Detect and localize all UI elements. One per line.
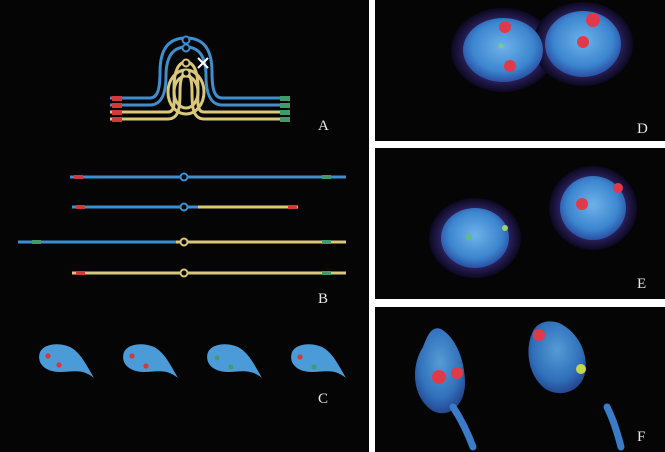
- yellow-loop-inner: [172, 74, 200, 110]
- sperm-head-c3: [207, 344, 262, 378]
- green-probe-b1: [322, 175, 331, 179]
- red-signal-d1: [499, 21, 511, 33]
- green-probe-b3-right: [322, 240, 331, 244]
- panel-label-e: E: [637, 276, 647, 292]
- green-probe-a2: [280, 103, 290, 108]
- panel-label-f: F: [637, 429, 646, 445]
- green-probe-b3-left: [32, 240, 41, 244]
- micrograph-f-svg: [414, 321, 625, 451]
- green-probe-a4: [280, 117, 290, 122]
- sperm-head-c2: [123, 344, 178, 378]
- sperm-f1: [414, 328, 477, 451]
- red-signal-d4: [577, 36, 589, 48]
- x-cross-icon: [197, 57, 209, 69]
- micrograph-f: F: [375, 307, 665, 452]
- sperm-f2: [528, 321, 625, 451]
- panel-label-d: D: [637, 121, 648, 137]
- red-probe-b2-left: [76, 205, 85, 209]
- red-probe-b1: [74, 175, 83, 179]
- centromere-b3: [179, 237, 189, 247]
- schematic-panel: A B C: [0, 0, 369, 452]
- centromere-b2: [179, 202, 189, 212]
- green-signal-d1: [498, 43, 504, 49]
- diagram-b: [18, 172, 346, 278]
- red-signal-f2: [451, 367, 463, 379]
- red-probe-a4: [112, 117, 122, 122]
- micrograph-d: D: [375, 0, 665, 141]
- green-probe-a1: [280, 96, 290, 101]
- green-signal-e1: [466, 234, 472, 240]
- panel-label-c: C: [318, 391, 329, 407]
- centromere-blue-2: [181, 43, 191, 53]
- centromere-yellow-2: [181, 68, 191, 78]
- red-probe-a2: [112, 103, 122, 108]
- micrograph-e: E: [375, 148, 665, 299]
- red-probe-b4: [76, 271, 85, 275]
- diagram-a: [110, 35, 290, 122]
- micrograph-e-svg: [429, 166, 637, 278]
- red-signal-e1: [613, 183, 623, 193]
- red-signal-d2: [504, 60, 516, 72]
- diagram-c: [39, 344, 346, 378]
- red-probe-a1: [112, 96, 122, 101]
- red-signal-d3: [586, 13, 600, 27]
- red-probe-a3: [112, 110, 122, 115]
- centromere-b1: [179, 172, 189, 182]
- sperm-head-c1: [39, 344, 94, 378]
- blue-chromatid-a1: [110, 36, 290, 100]
- red-signal-f3: [533, 329, 545, 341]
- micrograph-d-svg: [451, 2, 633, 92]
- red-probe-b2-right: [288, 205, 297, 209]
- red-signal-e2: [576, 198, 588, 210]
- panel-label-a: A: [318, 118, 329, 134]
- centromere-yellow-1: [181, 58, 191, 68]
- schematic-svg: [18, 35, 346, 378]
- red-signal-f1: [432, 370, 446, 384]
- sperm-head-c4: [291, 344, 346, 378]
- nucleus-e1: [441, 208, 509, 268]
- panel-label-b: B: [318, 291, 329, 307]
- yellow-green-signal-f1: [576, 364, 586, 374]
- green-probe-a3: [280, 110, 290, 115]
- green-signal-e2: [502, 225, 508, 231]
- nucleus-e2: [560, 176, 626, 240]
- centromere-b4: [179, 268, 189, 278]
- green-probe-b4: [322, 271, 331, 275]
- nucleus-d1: [463, 18, 543, 82]
- centromere-blue-1: [181, 35, 191, 45]
